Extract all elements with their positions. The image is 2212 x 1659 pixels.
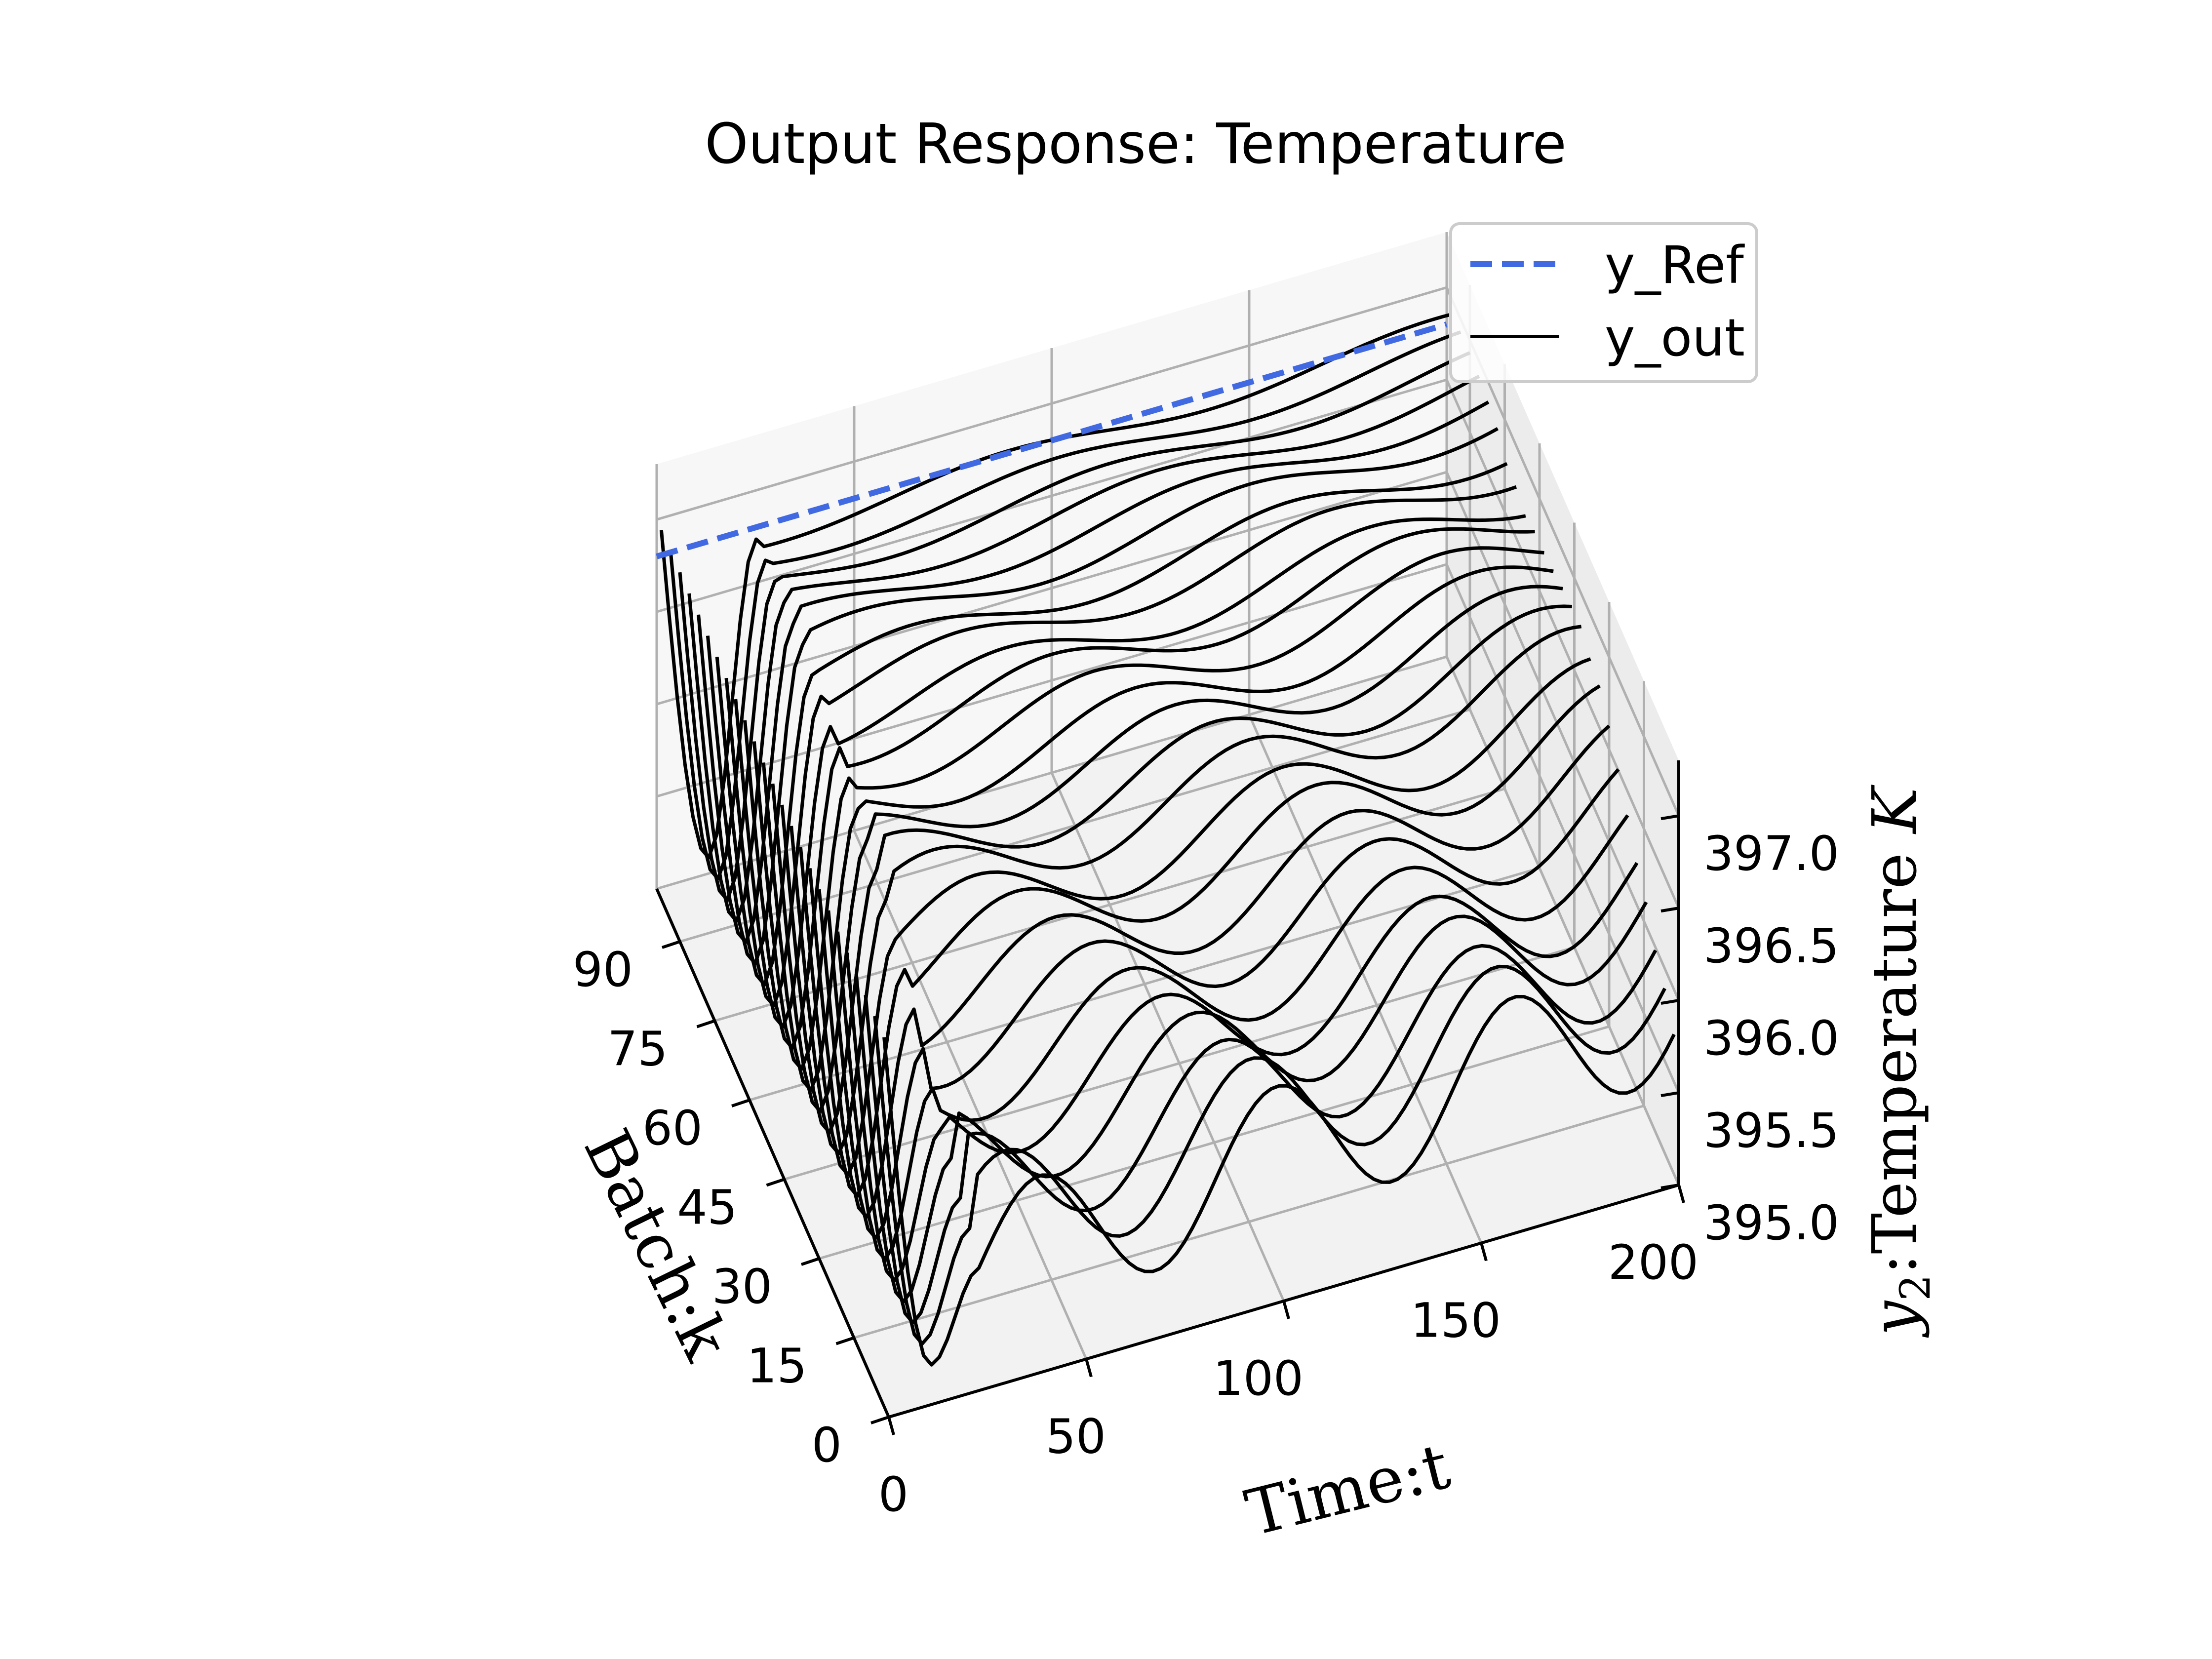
x-tick-label: 50 — [1046, 1409, 1106, 1464]
legend-box — [1449, 222, 1758, 383]
y-out-line — [761, 565, 1554, 1092]
y-out-line — [715, 462, 1508, 987]
y-out-line — [771, 585, 1563, 1113]
x-tick — [887, 1417, 895, 1435]
z-axis-label-unit: K — [1859, 785, 1931, 834]
y-ref-line — [656, 321, 1448, 559]
y-out-line — [864, 944, 1658, 1325]
z-tick-label: 396.0 — [1703, 1011, 1839, 1066]
y-tick-label: 90 — [573, 942, 633, 997]
z-axis-label: y2:Temperature K — [1859, 785, 1939, 1338]
y-out-line — [854, 901, 1648, 1304]
grid-line-z — [656, 655, 1680, 1186]
x-tick-label: 150 — [1411, 1293, 1501, 1348]
y-tick — [662, 940, 680, 949]
x-tick — [1085, 1358, 1093, 1378]
z-tick-label: 397.0 — [1703, 826, 1839, 881]
z-tick — [1660, 1184, 1679, 1189]
x-tick — [1480, 1242, 1488, 1262]
y-out-line — [817, 724, 1611, 1219]
grid-line-z — [656, 286, 1680, 817]
y-out-line — [687, 374, 1480, 923]
y-tick-label: 45 — [677, 1180, 737, 1235]
tick-labels: 0501001502000153045607590395.0395.5396.0… — [573, 826, 1839, 1522]
y-out-line — [827, 768, 1620, 1240]
y-tick — [696, 1019, 715, 1028]
y-out-line — [706, 427, 1499, 965]
z-axis-label-rest: :Temperature — [1859, 833, 1931, 1275]
grid-line-z — [656, 471, 1680, 1001]
y-out-line — [752, 546, 1544, 1071]
z-tick-label: 395.5 — [1703, 1103, 1839, 1158]
y-out-line — [724, 485, 1517, 1008]
y-tick-label: 75 — [607, 1022, 668, 1077]
legend-label-y-out: y_out — [1605, 308, 1745, 368]
z-tick-label: 395.0 — [1703, 1195, 1839, 1251]
y-out-line — [697, 400, 1490, 944]
legend: y_Ref y_out — [1449, 222, 1758, 383]
x-tick-label: 200 — [1608, 1235, 1698, 1290]
y-out-line — [790, 625, 1582, 1155]
y-tick — [731, 1099, 750, 1107]
chart-title: Output Response: Temperature — [705, 112, 1566, 176]
x-tick — [1677, 1185, 1685, 1203]
y-tick — [870, 1416, 889, 1424]
y-out-line — [845, 862, 1639, 1282]
y-out-line — [808, 684, 1601, 1198]
z-tick — [1660, 814, 1679, 821]
z-tick-label: 396.5 — [1703, 918, 1839, 974]
x-tick-label: 0 — [878, 1467, 908, 1522]
x-tick-label: 100 — [1213, 1351, 1304, 1406]
y-tick-label: 30 — [712, 1259, 772, 1314]
z-axis-label-subscript: 2 — [1891, 1274, 1939, 1301]
x-axis-label: Time:t — [1239, 1429, 1457, 1551]
axis-lines — [655, 760, 1685, 1435]
y-out-line — [678, 351, 1471, 902]
y-out-line — [734, 514, 1526, 1028]
y-out-line — [882, 995, 1676, 1367]
y-out-series — [659, 313, 1676, 1367]
legend-label-y-ref: y_Ref — [1605, 235, 1745, 295]
y-tick — [835, 1336, 855, 1345]
y-tick-label: 15 — [747, 1339, 807, 1394]
y-out-line — [836, 814, 1629, 1261]
y-tick — [766, 1178, 785, 1187]
y-out-line — [798, 657, 1591, 1177]
y-out-line — [743, 527, 1535, 1050]
z-tick — [1660, 907, 1679, 913]
z-axis-label-symbol: y — [1859, 1300, 1931, 1338]
y-tick-label: 60 — [642, 1101, 703, 1156]
y-ref-series — [656, 321, 1448, 559]
z-tick — [1660, 1091, 1679, 1098]
z-tick — [1660, 999, 1679, 1005]
y-out-line — [780, 604, 1572, 1134]
y-axis-line — [655, 888, 890, 1418]
y-out-line — [669, 330, 1462, 881]
y-axis-label: Batch:k — [569, 1118, 743, 1372]
x-tick — [1282, 1301, 1290, 1319]
y-tick — [801, 1257, 820, 1266]
y-tick-label: 0 — [812, 1418, 842, 1473]
